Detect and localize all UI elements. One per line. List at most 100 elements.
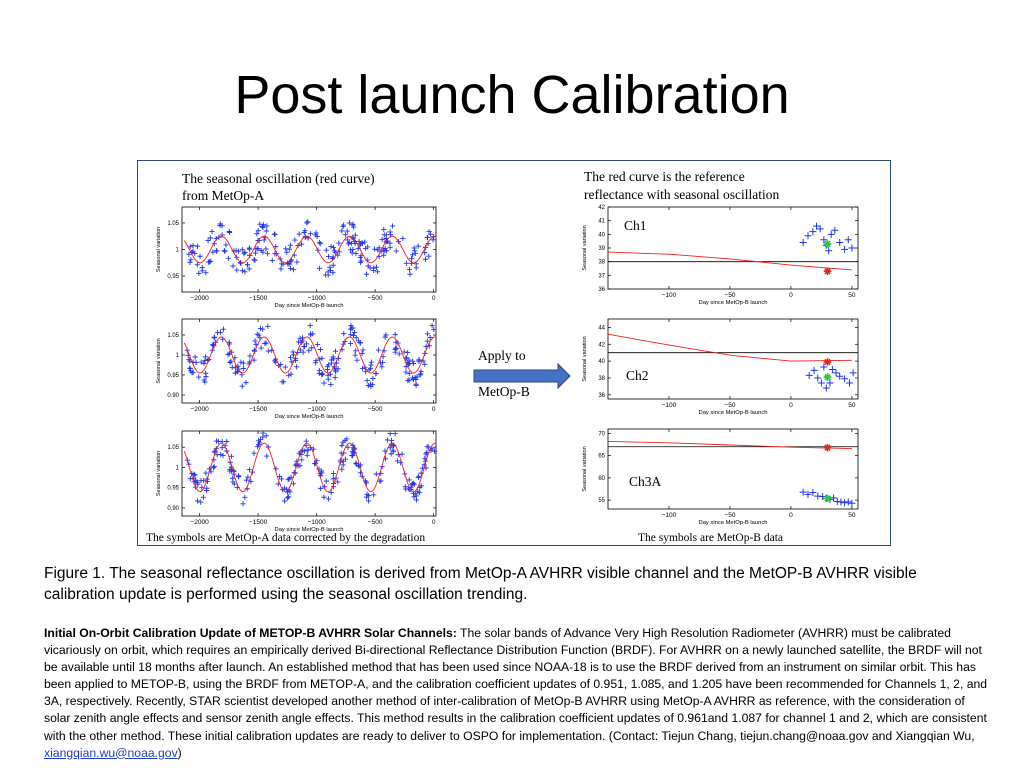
data-point-plus bbox=[339, 443, 345, 449]
y-tick-label: 65 bbox=[598, 454, 605, 460]
data-point-plus bbox=[210, 249, 216, 255]
data-point-plus bbox=[387, 430, 393, 437]
data-point-plus bbox=[369, 382, 376, 388]
data-point-plus bbox=[325, 272, 331, 278]
y-axis-label: Seasonal variation bbox=[582, 446, 588, 491]
data-point-plus bbox=[410, 358, 416, 364]
data-point-plus bbox=[305, 447, 311, 453]
data-point-plus bbox=[345, 237, 351, 243]
data-point-plus bbox=[405, 350, 411, 356]
data-point-plus bbox=[330, 354, 336, 360]
data-point-plus bbox=[363, 245, 369, 252]
data-point-plus bbox=[272, 231, 278, 238]
y-tick-label: 39 bbox=[598, 246, 605, 252]
x-tick-label: −1500 bbox=[249, 519, 268, 526]
data-point-plus bbox=[187, 476, 193, 482]
data-point-plus bbox=[362, 239, 368, 245]
data-point-plus bbox=[304, 452, 310, 458]
x-tick-label: −1500 bbox=[249, 406, 268, 413]
data-point-plus bbox=[257, 436, 264, 443]
metop-b-point bbox=[826, 379, 834, 387]
data-point-plus bbox=[328, 243, 334, 250]
data-point-plus bbox=[381, 232, 387, 238]
data-point-plus bbox=[370, 375, 376, 382]
metop-b-point bbox=[831, 226, 839, 234]
data-point-plus bbox=[341, 331, 347, 337]
data-point-plus bbox=[256, 237, 262, 244]
data-point-plus bbox=[262, 340, 268, 347]
data-point-plus bbox=[358, 240, 364, 247]
data-point-plus bbox=[350, 450, 356, 456]
data-point-plus bbox=[307, 322, 313, 329]
data-point-plus bbox=[353, 460, 359, 466]
data-point-plus bbox=[199, 484, 205, 490]
metop-b-point bbox=[849, 369, 857, 377]
data-point-plus bbox=[281, 498, 288, 504]
data-point-plus bbox=[416, 357, 422, 363]
y-tick-label: 1 bbox=[176, 465, 180, 471]
data-point-plus bbox=[383, 332, 389, 338]
metop-b-point bbox=[805, 371, 813, 379]
data-point-plus bbox=[408, 256, 415, 262]
y-axis-label: Seasonal variation bbox=[156, 338, 162, 383]
data-point-plus bbox=[187, 259, 193, 265]
metop-b-point bbox=[820, 236, 828, 244]
data-point-plus bbox=[247, 353, 253, 359]
data-point-plus bbox=[287, 261, 293, 267]
x-tick-label: 50 bbox=[848, 402, 856, 409]
metop-b-point bbox=[841, 375, 849, 383]
metop-b-point bbox=[814, 374, 822, 382]
data-point-plus bbox=[328, 381, 334, 388]
data-point-plus bbox=[242, 269, 248, 275]
metop-b-point bbox=[832, 369, 840, 377]
arrow-label-bottom: MetOp-B bbox=[478, 384, 530, 399]
data-point-plus bbox=[403, 260, 409, 266]
data-point-plus bbox=[285, 494, 292, 500]
data-point-plus bbox=[424, 338, 430, 344]
data-point-plus bbox=[273, 244, 279, 250]
data-point-plus bbox=[387, 229, 393, 235]
data-point-plus bbox=[240, 360, 247, 366]
metop-b-point bbox=[816, 225, 824, 233]
y-tick-label: 41 bbox=[598, 219, 605, 225]
data-point-plus bbox=[389, 223, 396, 229]
y-tick-label: 1 bbox=[176, 353, 180, 359]
data-point-plus bbox=[365, 263, 371, 269]
data-point-plus bbox=[432, 448, 438, 454]
data-point-plus bbox=[198, 478, 204, 484]
data-point-plus bbox=[290, 481, 297, 487]
apply-arrow-icon bbox=[473, 362, 571, 390]
x-axis-label: Day since MetOp-B launch bbox=[699, 410, 768, 416]
data-point-plus bbox=[263, 228, 269, 234]
x-axis-label: Day since MetOp-B launch bbox=[275, 527, 344, 533]
data-point-plus bbox=[294, 364, 300, 370]
data-point-plus bbox=[226, 339, 232, 345]
data-point-plus bbox=[287, 242, 294, 248]
data-point-plus bbox=[269, 257, 275, 263]
x-tick-label: −2000 bbox=[190, 519, 209, 526]
data-point-plus bbox=[207, 235, 213, 241]
metop-b-point bbox=[848, 499, 856, 507]
plot-frame bbox=[181, 430, 437, 517]
data-point-plus bbox=[324, 366, 331, 373]
data-point-plus bbox=[406, 477, 412, 483]
green-marker bbox=[823, 494, 832, 503]
data-point-plus bbox=[205, 238, 211, 244]
data-point-plus bbox=[425, 234, 431, 241]
data-point-plus bbox=[415, 243, 421, 249]
x-tick-label: −2000 bbox=[190, 406, 209, 413]
email-link[interactable]: xiangqian.wu@noaa.gov bbox=[44, 745, 178, 760]
data-point-plus bbox=[230, 475, 236, 481]
data-point-plus bbox=[255, 246, 261, 252]
y-tick-label: 38 bbox=[598, 260, 605, 266]
data-point-plus bbox=[317, 346, 324, 353]
metop-b-point bbox=[804, 232, 812, 240]
data-point-plus bbox=[406, 370, 412, 377]
data-point-plus bbox=[411, 245, 417, 251]
data-point-plus bbox=[418, 483, 424, 489]
data-point-plus bbox=[330, 476, 336, 482]
x-tick-label: −100 bbox=[662, 402, 677, 409]
data-point-plus bbox=[431, 326, 437, 332]
data-point-plus bbox=[415, 488, 421, 494]
red-marker bbox=[823, 443, 832, 452]
